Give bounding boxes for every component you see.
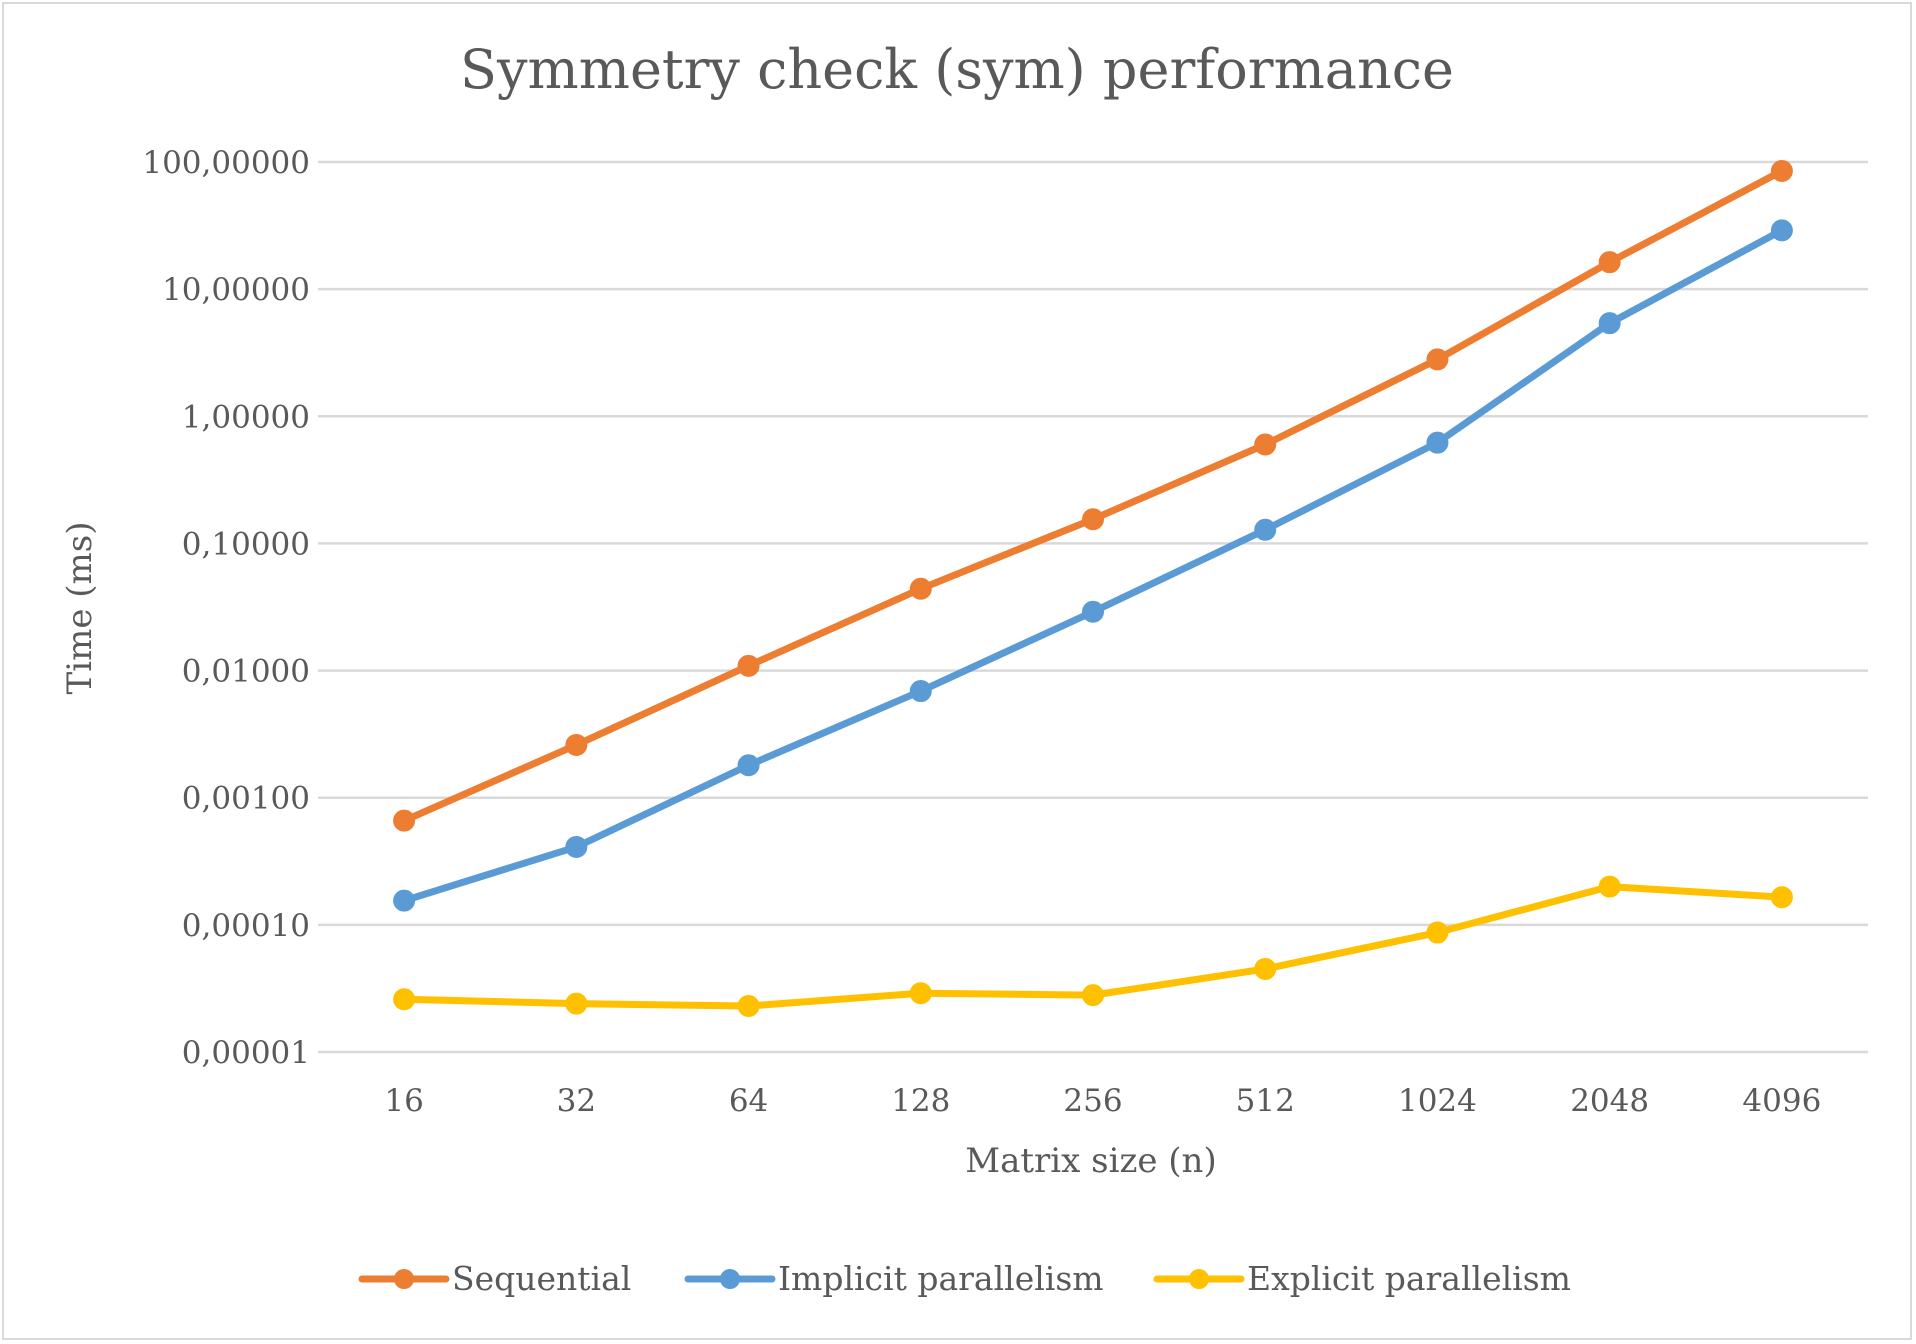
x-tick-label: 4096 — [1742, 1083, 1821, 1119]
data-point — [1770, 886, 1793, 909]
legend-marker — [720, 1269, 740, 1289]
data-point — [909, 577, 932, 600]
y-tick-label: 10,00000 — [162, 272, 310, 308]
data-point — [1770, 159, 1793, 182]
legend-item: Sequential — [358, 1259, 631, 1298]
series-group — [393, 875, 1793, 1018]
data-point — [1598, 251, 1621, 274]
data-point — [393, 889, 416, 912]
y-tick-label: 0,00010 — [182, 908, 310, 944]
legend-item: Explicit parallelism — [1153, 1259, 1571, 1298]
data-point — [565, 992, 588, 1015]
y-axis-ticks: 100,00000 10,00000 1,00000 0,10000 0,01000 0,… — [142, 145, 310, 1071]
data-point — [1254, 518, 1277, 541]
series-group — [393, 159, 1793, 832]
data-point — [909, 982, 932, 1005]
x-tick-label: 32 — [557, 1083, 596, 1119]
x-tick-label: 16 — [384, 1083, 423, 1119]
x-tick-label: 2048 — [1570, 1083, 1649, 1119]
data-point — [1254, 433, 1277, 456]
x-tick-label: 256 — [1063, 1083, 1122, 1119]
y-tick-label: 1,00000 — [182, 399, 310, 435]
data-point — [1598, 875, 1621, 898]
legend-label: Implicit parallelism — [778, 1259, 1104, 1298]
legend-label: Sequential — [452, 1259, 631, 1298]
series-group — [393, 219, 1793, 912]
data-point — [1082, 984, 1104, 1007]
legend-label: Explicit parallelism — [1247, 1259, 1571, 1298]
data-point — [1426, 921, 1449, 944]
chart-title: Symmetry check (sym) performance — [460, 38, 1454, 101]
legend-marker — [1189, 1269, 1209, 1289]
data-point — [1598, 312, 1621, 335]
x-tick-label: 128 — [891, 1083, 950, 1119]
legend-marker — [394, 1269, 414, 1289]
data-point — [565, 733, 588, 756]
data-point — [1426, 348, 1449, 371]
data-point — [737, 754, 760, 777]
series-lines — [393, 159, 1793, 1018]
data-point — [565, 835, 588, 858]
y-axis-title: Time (ms) — [60, 522, 100, 695]
gridlines — [318, 160, 1868, 1054]
x-axis-ticks: 16 32 64 128 256 512 1024 2048 4096 — [384, 1083, 1821, 1119]
legend: Sequential Implicit parallelism Explicit p… — [358, 1259, 1571, 1298]
data-point — [737, 654, 760, 677]
data-point — [393, 809, 416, 832]
data-point — [909, 680, 932, 703]
y-tick-label: 0,10000 — [182, 526, 310, 562]
y-tick-label: 0,00100 — [182, 781, 310, 817]
series-line — [400, 167, 1786, 825]
data-point — [393, 988, 416, 1011]
y-tick-label: 0,00001 — [182, 1035, 310, 1071]
data-point — [737, 995, 760, 1018]
data-point — [1082, 600, 1104, 623]
x-tick-label: 1024 — [1398, 1083, 1477, 1119]
data-point — [1426, 431, 1449, 454]
x-tick-label: 64 — [729, 1083, 768, 1119]
data-point — [1082, 508, 1104, 531]
data-point — [1770, 219, 1793, 242]
y-tick-label: 0,01000 — [182, 654, 310, 690]
x-axis-title: Matrix size (n) — [965, 1141, 1216, 1181]
data-point — [1254, 957, 1277, 980]
y-tick-label: 100,00000 — [142, 145, 310, 181]
x-tick-label: 512 — [1236, 1083, 1295, 1119]
legend-item: Implicit parallelism — [684, 1259, 1104, 1298]
series-line — [400, 226, 1786, 905]
